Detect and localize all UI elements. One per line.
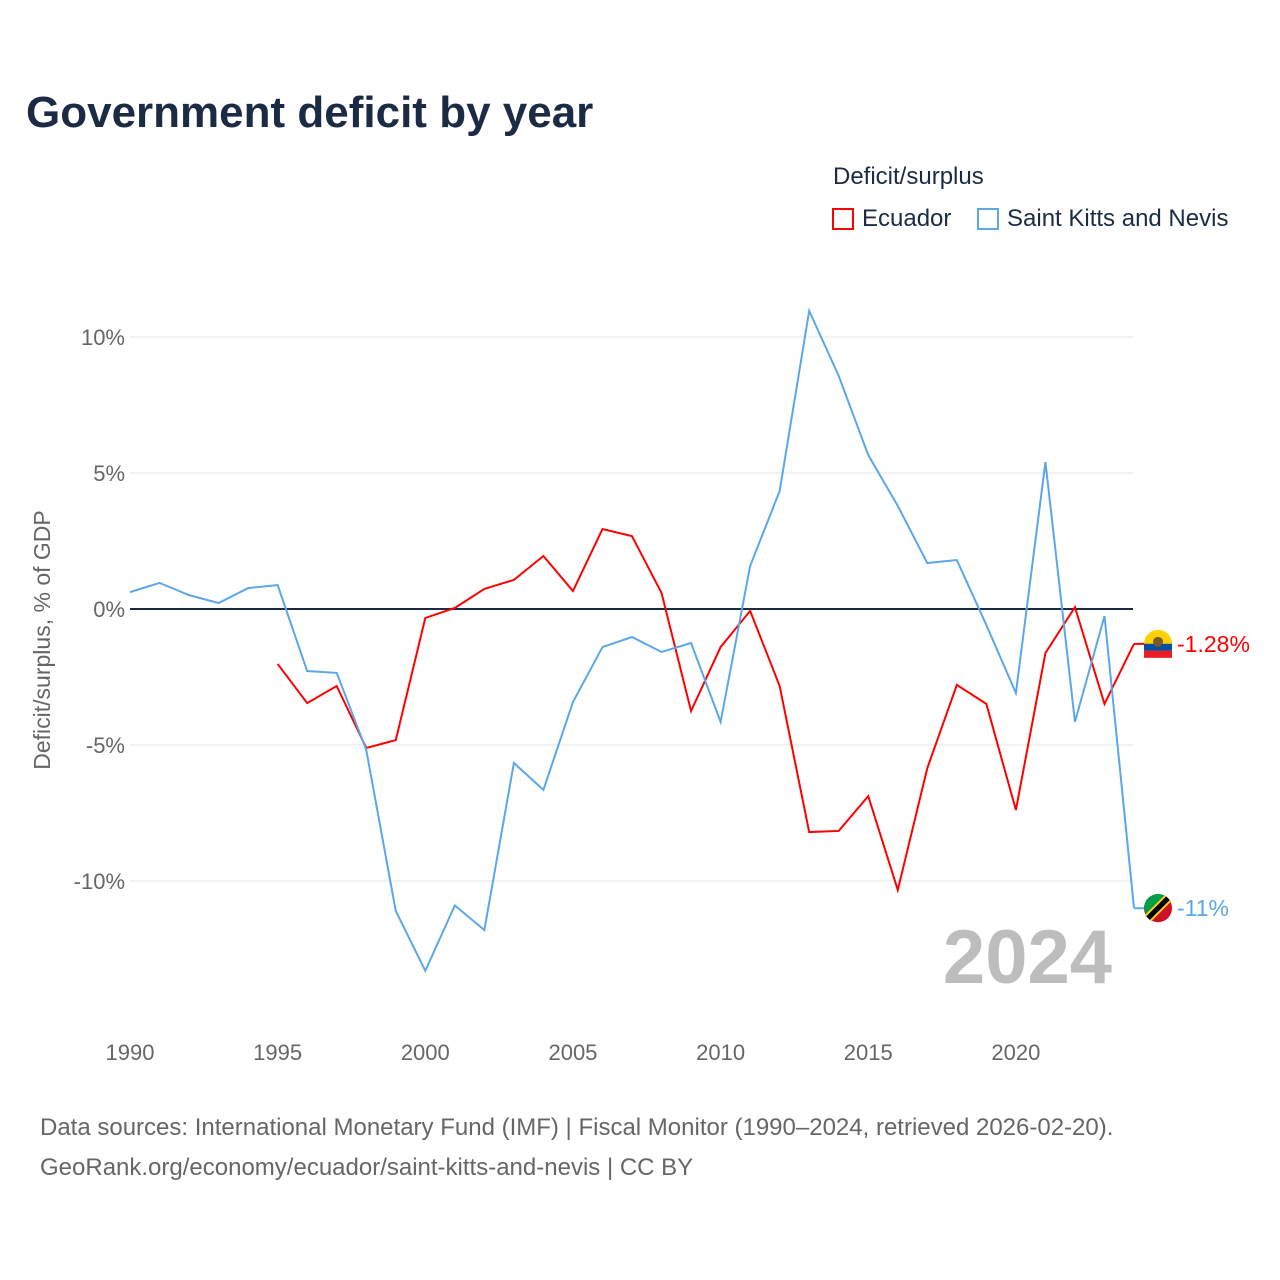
- saint-kitts-flag-icon: [1144, 893, 1173, 923]
- legend-swatch: [977, 208, 999, 230]
- source-line: Data sources: International Monetary Fun…: [40, 1114, 1114, 1141]
- x-tick-label: 1990: [106, 1040, 155, 1065]
- source-note: Data sources: International Monetary Fun…: [40, 1108, 1113, 1188]
- y-tick-label: 10%: [81, 325, 125, 350]
- legend-item-ecuador[interactable]: Ecuador: [832, 205, 951, 233]
- legend-label: Ecuador: [862, 205, 952, 232]
- y-tick-label: -10%: [74, 869, 125, 894]
- year-watermark: 2024: [943, 915, 1112, 1000]
- x-tick-label: 2010: [696, 1040, 745, 1065]
- x-tick-label: 2015: [844, 1040, 893, 1065]
- end-value-label: -1.28%: [1177, 631, 1250, 657]
- legend-label: Saint Kitts and Nevis: [1007, 205, 1229, 232]
- source-link[interactable]: GeoRank.org/economy/ecuador/saint-kitts-…: [40, 1154, 694, 1181]
- y-tick-label: 5%: [93, 461, 125, 486]
- series-line-ecuador: [276, 527, 1135, 894]
- legend-title: Deficit/surplus: [833, 163, 984, 190]
- x-tick-label: 2020: [991, 1040, 1040, 1065]
- legend-swatch: [832, 208, 854, 230]
- series-line-saint-kitts-and-nevis: [129, 307, 1136, 974]
- y-tick-label: -5%: [86, 733, 125, 758]
- y-tick-label: 0%: [93, 597, 125, 622]
- chart-title: Government deficit by year: [26, 88, 594, 137]
- legend-item-saint-kitts[interactable]: Saint Kitts and Nevis: [977, 205, 1228, 233]
- x-tick-label: 2000: [401, 1040, 450, 1065]
- y-axis-label: Deficit/surplus, % of GDP: [29, 510, 55, 769]
- end-value-label: -11%: [1177, 895, 1229, 921]
- x-tick-label: 1995: [253, 1040, 302, 1065]
- ecuador-flag-icon: [1144, 629, 1173, 658]
- x-tick-label: 2005: [548, 1040, 597, 1065]
